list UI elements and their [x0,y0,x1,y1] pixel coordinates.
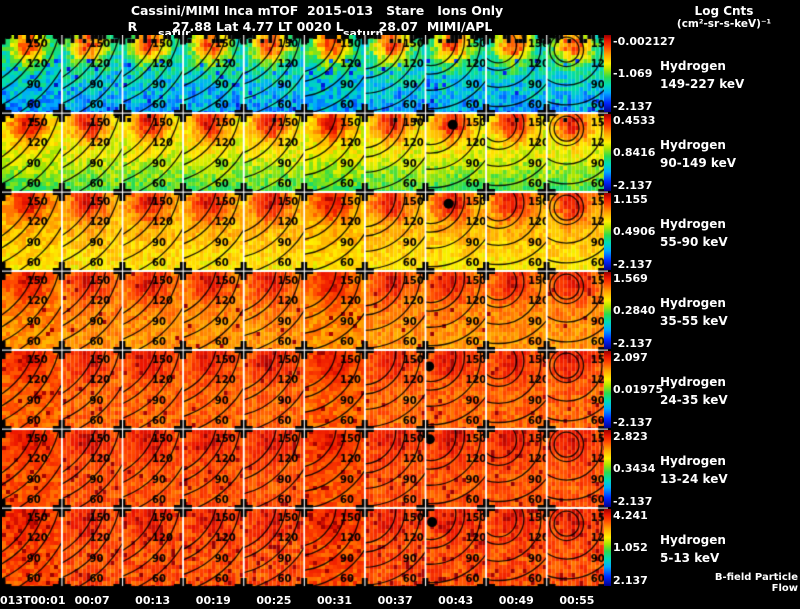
energy-range-row-2: 90-149 keV [660,156,736,170]
scale-min-row-1: -2.137 [613,100,653,113]
scale-max-row-4: 1.569 [613,272,648,285]
species-name-row-3: Hydrogen [660,217,726,231]
time-tick-10: 00:55 [559,594,595,607]
colorbar-row-4 [604,272,611,349]
time-tick-5: 00:25 [256,594,292,607]
colorbar-row-5 [604,351,611,428]
species-name-row-6: Hydrogen [660,454,726,468]
species-name-row-2: Hydrogen [660,138,726,152]
time-tick-3: 00:13 [135,594,171,607]
colorbar-row-3 [604,193,611,270]
time-tick-8: 00:43 [438,594,474,607]
scale-mid-row-6: 0.3434 [613,461,656,475]
scale-mid-row-1: -1.069 [613,66,653,80]
scale-min-row-2: -2.137 [613,179,653,192]
scale-mid-row-3: 0.4906 [613,224,656,238]
bfield-flow-legend: B-field Particle Flow [714,572,798,594]
colorbar-units-line1: Log Cnts [694,4,754,18]
energy-range-row-3: 55-90 keV [660,235,728,249]
plot-ephemeris-line: R 27.88 Lat 4.77 LT 0020 L 28.07 MIMI/AP… [127,19,493,34]
scale-min-row-5: -2.137 [613,416,653,429]
species-name-row-5: Hydrogen [660,375,726,389]
scale-mid-row-4: 0.2840 [613,303,656,317]
scale-max-row-2: 0.4533 [613,114,656,127]
energy-range-row-6: 13-24 keV [660,472,728,486]
scale-min-row-6: -2.137 [613,495,653,508]
species-name-row-1: Hydrogen [660,59,726,73]
colorbar-row-7 [604,509,611,586]
colorbar-units-line2: (cm²-sr-s-keV)⁻¹ [676,18,772,30]
scale-min-row-4: -2.137 [613,337,653,350]
scale-max-row-5: 2.097 [613,351,648,364]
time-tick-4: 00:19 [195,594,231,607]
spectrogram-grid [2,35,608,588]
species-name-row-4: Hydrogen [660,296,726,310]
scale-mid-row-7: 1.052 [613,540,648,554]
energy-range-row-1: 149-227 keV [660,77,745,91]
scale-max-row-6: 2.823 [613,430,648,443]
species-name-row-7: Hydrogen [660,533,726,547]
scale-mid-row-5: 0.01975 [613,382,664,396]
time-tick-9: 00:49 [498,594,534,607]
colorbar-row-1 [604,35,611,112]
time-tick-2: 00:07 [74,594,110,607]
scale-min-row-3: -2.137 [613,258,653,271]
time-tick-1: 013T00:01 [0,594,66,607]
scale-max-row-7: 4.241 [613,509,648,522]
colorbar-row-6 [604,430,611,507]
scale-mid-row-2: 0.8416 [613,145,656,159]
scale-min-row-7: 2.137 [613,574,648,587]
energy-range-row-5: 24-35 keV [660,393,728,407]
scale-max-row-1: -0.002127 [613,35,676,48]
energy-range-row-7: 5-13 keV [660,551,720,565]
time-tick-6: 00:31 [316,594,353,607]
plot-title: Cassini/MIMI Inca mTOF 2015-013 Stare Io… [130,3,504,18]
time-tick-7: 00:37 [377,594,413,607]
colorbar-row-2 [604,114,611,191]
energy-range-row-4: 35-55 keV [660,314,728,328]
scale-max-row-3: 1.155 [613,193,648,206]
